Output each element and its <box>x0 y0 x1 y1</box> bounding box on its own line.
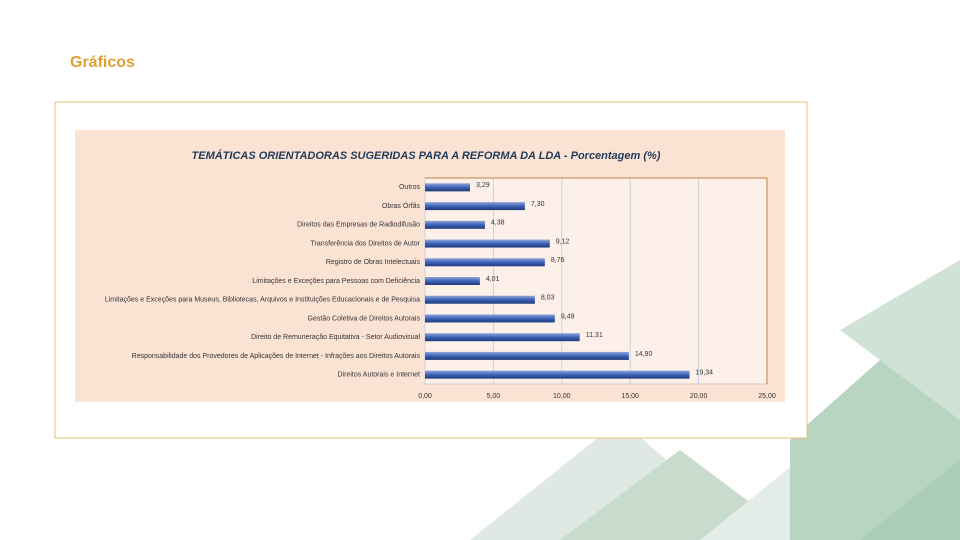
value-label: 8,76 <box>551 257 565 264</box>
bar <box>425 295 535 304</box>
y-tick-label: Direitos Autorais e Internet <box>338 371 421 378</box>
value-label: 9,49 <box>561 313 575 320</box>
value-label: 4,01 <box>486 276 500 283</box>
plot-area <box>424 177 768 385</box>
value-label: 19,34 <box>696 369 714 376</box>
decoration <box>470 260 960 540</box>
chart-title: TEMÁTICAS ORIENTADORAS SUGERIDAS PARA A … <box>192 149 661 162</box>
y-tick-label: Gestão Coletiva de Direitos Autorais <box>308 315 421 322</box>
x-tick-label: 0,00 <box>418 393 432 400</box>
bar <box>425 314 555 323</box>
bar <box>425 202 525 211</box>
y-tick-label: Limitações e Exceções para Museus, Bibli… <box>105 297 420 304</box>
x-tick-label: 5,00 <box>487 393 501 400</box>
bar <box>425 277 480 285</box>
y-tick-label: Outros <box>399 184 421 191</box>
bar <box>425 351 629 360</box>
slide-title: Gráficos <box>70 54 135 71</box>
bar <box>425 183 471 192</box>
y-tick-label: Direito de Remuneração Equitativa - Seto… <box>251 334 420 341</box>
value-label: 4,38 <box>491 220 505 227</box>
bar <box>425 370 690 379</box>
value-label: 14,90 <box>635 351 653 358</box>
value-label: 9,12 <box>556 238 570 245</box>
y-tick-label: Responsabilidade dos Provedores de Aplic… <box>132 353 421 360</box>
y-tick-label: Transferência dos Direitos de Autor <box>311 240 421 247</box>
x-tick-label: 15,00 <box>621 393 639 400</box>
x-tick-label: 20,00 <box>690 393 708 400</box>
y-tick-label: Registro de Obras Intelectuais <box>326 259 421 266</box>
x-tick-label: 10,00 <box>553 393 571 400</box>
bar <box>425 239 550 248</box>
y-tick-label: Direitos das Empresas de Radiodifusão <box>297 222 420 229</box>
y-tick-label: Obras Órfãs <box>382 201 421 210</box>
value-label: 7,30 <box>531 201 545 208</box>
value-label: 11,31 <box>586 332 603 339</box>
bar <box>425 220 485 229</box>
bar <box>425 258 545 267</box>
bar <box>425 333 580 342</box>
x-tick-label: 25,00 <box>758 393 776 400</box>
value-label: 8,03 <box>541 295 555 302</box>
y-tick-label: Limitações e Exceções para Pessoas com D… <box>252 278 420 285</box>
value-label: 3,29 <box>476 182 490 189</box>
